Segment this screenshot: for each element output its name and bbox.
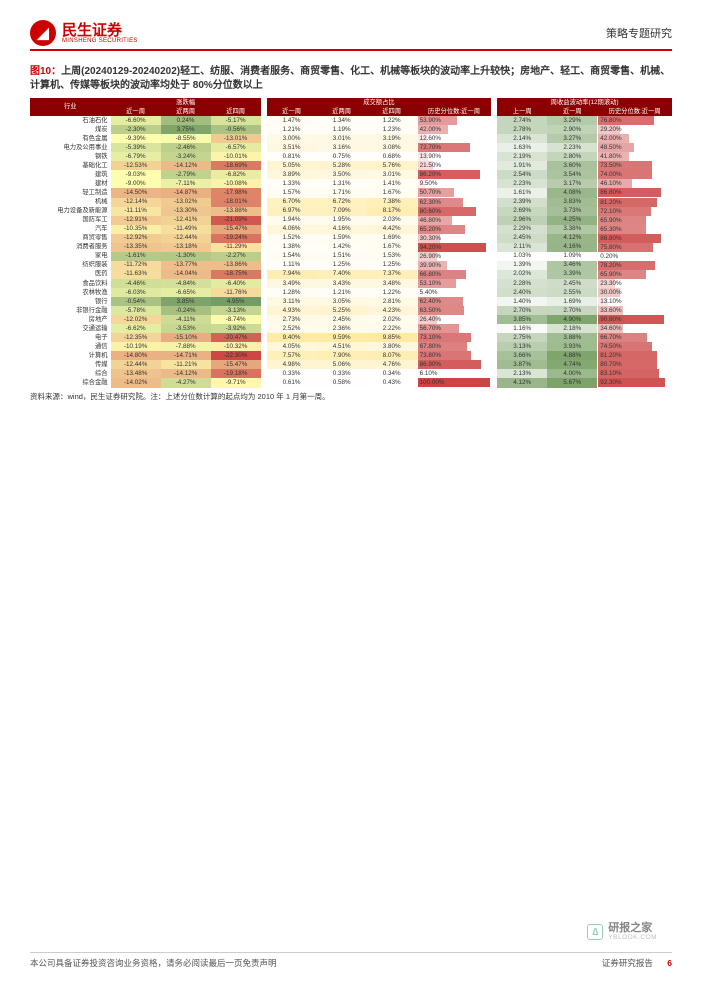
- table-row: 消费者服务-13.35%-13.18%-11.29%1.38%1.42%1.67…: [30, 243, 672, 252]
- table-row: 农林牧渔-6.03%-6.65%-11.76%1.28%1.21%1.22% 5…: [30, 288, 672, 297]
- table-row: 交通运输-6.62%-3.53%-3.92%2.52%2.36%2.22% 56…: [30, 324, 672, 333]
- table-row: 计算机-14.80%-14.71%-22.30%7.57%7.90%8.07% …: [30, 351, 672, 360]
- footer-right: 证券研究报告: [602, 958, 653, 968]
- page-number: 6: [667, 958, 672, 968]
- table-row: 医药-11.63%-14.04%-18.75%7.94%7.40%7.37% 6…: [30, 270, 672, 279]
- table-row: 食品饮料-4.46%-4.84%-6.40%3.49%3.43%3.48% 53…: [30, 279, 672, 288]
- logo-icon: ◢: [30, 20, 56, 46]
- data-table: 行业 涨跌幅 成交额占比 周收益波动率(12期滚动) 近一周 近两周 近四周 近…: [30, 98, 672, 388]
- table-row: 钢铁-6.79%-3.24%-10.01%0.81%0.75%0.68% 13.…: [30, 152, 672, 161]
- col-grp-vol: 周收益波动率(12期滚动): [497, 98, 672, 107]
- table-row: 通信-10.19%-7.88%-10.32%4.05%4.51%3.80% 67…: [30, 342, 672, 351]
- footer-left: 本公司具备证券投资咨询业务资格，请务必阅读最后一页免责声明: [30, 957, 277, 969]
- table-row: 有色金属-9.39%-8.55%-13.01%3.00%3.01%3.19% 1…: [30, 134, 672, 143]
- table-row: 汽车-10.35%-11.49%-15.47%4.06%4.16%4.42% 6…: [30, 225, 672, 234]
- col-grp-return: 涨跌幅: [111, 98, 261, 107]
- col-industry: 行业: [30, 98, 111, 116]
- table-row: 轻工制造-14.50%-14.87%-17.98%1.57%1.71%1.67%…: [30, 188, 672, 197]
- page-header: ◢ 民生证券 MINSHENG SECURITIES 策略专题研究: [30, 20, 672, 51]
- doc-type: 策略专题研究: [606, 25, 672, 41]
- table-row: 非银行金融-5.78%-0.24%-3.13%4.93%5.25%4.23% 6…: [30, 306, 672, 315]
- brand-logo: ◢ 民生证券 MINSHENG SECURITIES: [30, 20, 138, 46]
- table-row: 综合-13.48%-14.12%-19.18%0.33%0.33%0.34% 6…: [30, 369, 672, 378]
- table-row: 建筑-9.03%-2.79%-6.82%3.89%3.50%3.01% 86.2…: [30, 170, 672, 179]
- table-row: 机械-12.14%-13.02%-18.01%6.70%6.72%7.38% 6…: [30, 198, 672, 207]
- header-sub-row: 近一周 近两周 近四周 近一周 近两周 近四周 历史分位数:近一周 上一周 近一…: [30, 107, 672, 116]
- table-row: 综合金融-14.02%-4.27%-9.71%0.61%0.58%0.43% 1…: [30, 378, 672, 387]
- col-grp-share: 成交额占比: [267, 98, 492, 107]
- table-row: 国防军工-12.91%-12.41%-21.09%1.94%1.95%2.03%…: [30, 216, 672, 225]
- table-row: 煤炭-2.30%3.75%-0.56%1.21%1.19%1.23% 42.00…: [30, 125, 672, 134]
- table-row: 银行-0.54%3.85%4.95%3.11%3.05%2.81% 62.40%…: [30, 297, 672, 306]
- brand-en: MINSHENG SECURITIES: [62, 38, 138, 44]
- table-row: 电力设备及新能源-11.11%-13.30%-13.88%6.97%7.09%8…: [30, 207, 672, 216]
- figure-title: 图10：上周(20240129-20240202)轻工、纺服、消费者服务、商贸零…: [30, 65, 672, 93]
- header-group-row: 行业 涨跌幅 成交额占比 周收益波动率(12期滚动): [30, 98, 672, 107]
- table-row: 建材-9.00%-7.11%-10.08%1.33%1.31%1.41% 9.5…: [30, 179, 672, 188]
- page-footer: 本公司具备证券投资咨询业务资格，请务必阅读最后一页免责声明 证券研究报告 6: [30, 952, 672, 969]
- table-row: 传媒-12.44%-11.21%-15.47%4.98%5.06%4.76% 8…: [30, 360, 672, 369]
- table-row: 家电-1.61%-1.30%-2.27%1.54%1.51%1.53% 26.9…: [30, 252, 672, 261]
- table-row: 房地产-12.02%-4.11%-8.74%2.73%2.45%2.02% 26…: [30, 315, 672, 324]
- table-row: 基础化工-12.53%-14.12%-18.69%5.05%5.28%5.76%…: [30, 161, 672, 170]
- watermark: ∆ 研报之家 YBLOOK.COM: [587, 923, 657, 941]
- table-row: 电子-12.35%-15.10%-20.47%9.40%9.59%9.85% 7…: [30, 333, 672, 342]
- table-row: 电力及公用事业-5.39%-2.46%-6.57%3.51%3.16%3.08%…: [30, 143, 672, 152]
- figure-source: 资料来源：wind，民生证券研究院。注：上述分位数计算的起点均为 2010 年 …: [30, 391, 672, 402]
- table-row: 石油石化-6.60%0.24%-5.17%1.47%1.34%1.22% 53.…: [30, 116, 672, 125]
- table-row: 商贸零售-12.92%-12.44%-19.24%1.52%1.59%1.69%…: [30, 234, 672, 243]
- table-row: 纺织服装-11.72%-13.77%-13.86%1.11%1.25%1.25%…: [30, 261, 672, 270]
- brand-cn: 民生证券: [62, 23, 138, 38]
